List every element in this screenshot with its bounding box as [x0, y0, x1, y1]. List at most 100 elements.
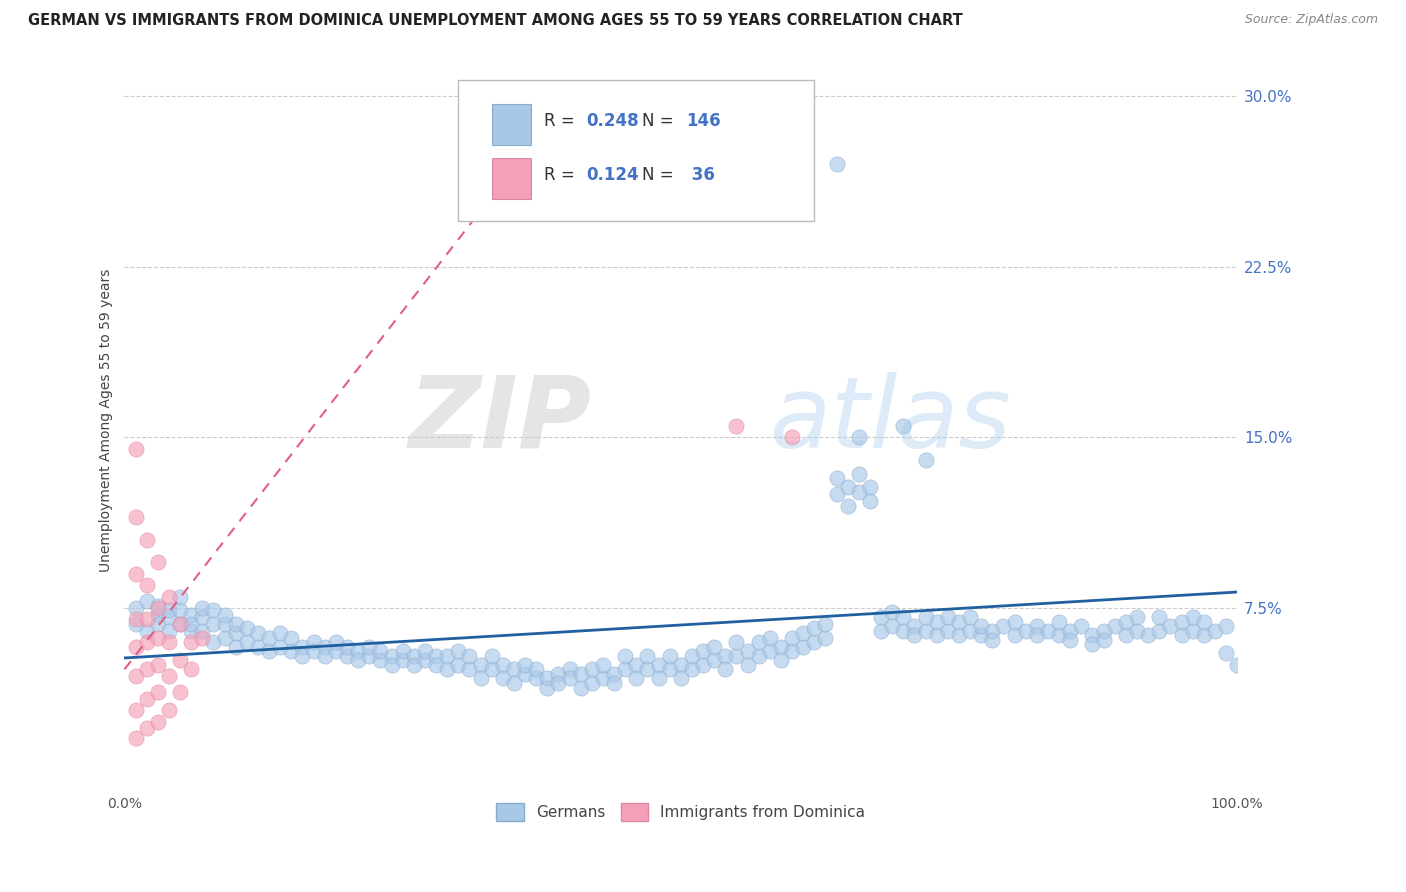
Point [569, 681, 592, 695]
Text: N =: N = [643, 166, 679, 184]
Point [780, 631, 803, 645]
Point [891, 610, 914, 624]
Point [970, 619, 993, 633]
Point [1149, 610, 1171, 624]
Point [291, 648, 314, 663]
Point [1170, 628, 1192, 642]
Point [470, 657, 492, 672]
Point [1149, 624, 1171, 638]
Point [135, 722, 157, 736]
Point [1059, 632, 1081, 647]
Point [614, 662, 637, 676]
Point [135, 662, 157, 676]
Point [725, 648, 748, 663]
Point [825, 471, 848, 485]
Point [569, 667, 592, 681]
Text: 0.124: 0.124 [586, 166, 638, 184]
Point [703, 640, 725, 654]
Point [948, 615, 970, 629]
Point [959, 624, 981, 638]
Point [993, 619, 1015, 633]
Point [1215, 619, 1237, 633]
Point [1215, 647, 1237, 661]
Point [814, 616, 837, 631]
Point [135, 692, 157, 706]
Point [658, 648, 681, 663]
Point [669, 672, 692, 686]
Point [169, 603, 191, 617]
Point [402, 648, 425, 663]
Point [413, 644, 436, 658]
Point [336, 648, 359, 663]
Point [759, 644, 782, 658]
Point [524, 662, 547, 676]
Point [325, 644, 347, 658]
Point [135, 533, 157, 547]
Point [1137, 628, 1160, 642]
Point [302, 635, 325, 649]
Point [1015, 624, 1038, 638]
Point [792, 626, 814, 640]
Point [191, 631, 214, 645]
Point [458, 662, 481, 676]
Point [636, 648, 658, 663]
Point [191, 601, 214, 615]
Point [792, 640, 814, 654]
Point [626, 657, 648, 672]
Point [225, 616, 247, 631]
Point [124, 731, 146, 745]
Point [492, 657, 515, 672]
Point [558, 662, 581, 676]
Point [481, 662, 503, 676]
Text: GERMAN VS IMMIGRANTS FROM DOMINICA UNEMPLOYMENT AMONG AGES 55 TO 59 YEARS CORREL: GERMAN VS IMMIGRANTS FROM DOMINICA UNEMP… [28, 13, 963, 29]
Point [647, 657, 669, 672]
Point [146, 631, 169, 645]
Point [436, 662, 458, 676]
Point [647, 672, 669, 686]
Point [859, 494, 882, 508]
Point [413, 653, 436, 667]
Point [503, 676, 526, 690]
Point [425, 657, 447, 672]
Point [581, 662, 603, 676]
Point [169, 616, 191, 631]
FancyBboxPatch shape [458, 80, 814, 220]
Point [124, 442, 146, 456]
Point [302, 644, 325, 658]
Point [436, 648, 458, 663]
Bar [492, 103, 530, 145]
Point [1159, 619, 1181, 633]
Point [1104, 619, 1126, 633]
Point [1181, 624, 1204, 638]
Point [1192, 615, 1215, 629]
Point [769, 653, 792, 667]
Point [1025, 628, 1047, 642]
Point [547, 676, 569, 690]
Point [636, 662, 658, 676]
Point [737, 644, 759, 658]
Point [280, 631, 302, 645]
Point [1126, 610, 1149, 624]
Point [970, 628, 993, 642]
Point [124, 601, 146, 615]
Point [146, 601, 169, 615]
Point [336, 640, 359, 654]
Point [236, 622, 259, 636]
Point [470, 672, 492, 686]
Point [936, 624, 959, 638]
Point [1025, 619, 1047, 633]
Point [391, 644, 413, 658]
Point [124, 640, 146, 654]
Point [903, 619, 925, 633]
Point [214, 631, 236, 645]
Point [391, 653, 413, 667]
Point [214, 616, 236, 631]
Point [1204, 624, 1226, 638]
Point [146, 685, 169, 699]
Point [124, 616, 146, 631]
Text: R =: R = [544, 112, 579, 130]
Point [135, 635, 157, 649]
Point [959, 610, 981, 624]
Point [157, 603, 180, 617]
Point [914, 610, 936, 624]
